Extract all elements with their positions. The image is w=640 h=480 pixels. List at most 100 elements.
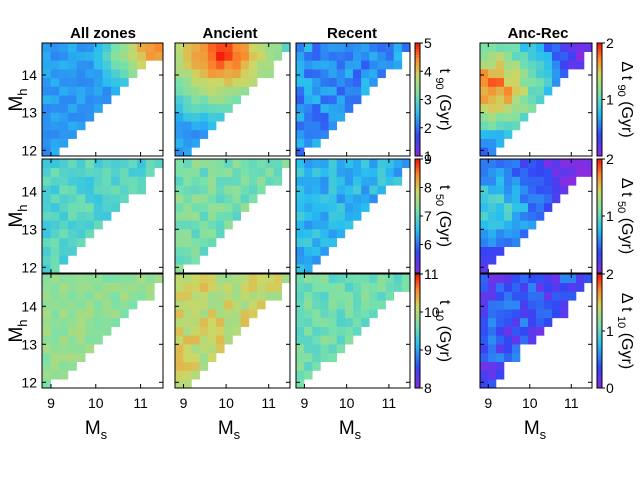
heatmap-cell <box>93 77 103 87</box>
heatmap-cell <box>328 194 338 204</box>
colorbar-segment <box>597 305 602 309</box>
heatmap-cell <box>191 51 200 61</box>
heatmap-cell <box>183 291 192 301</box>
heatmap-cell <box>232 43 242 52</box>
heatmap-cell <box>207 220 217 230</box>
y-tick-label: 14 <box>21 183 37 199</box>
heatmap-cell <box>528 202 537 212</box>
colorbar-segment <box>415 370 420 375</box>
heatmap-cell <box>336 103 346 113</box>
heatmap-cell <box>67 86 77 96</box>
heatmap-cell <box>240 176 250 186</box>
colorbar-segment <box>597 322 602 326</box>
heatmap-cell <box>175 246 184 256</box>
heatmap-cell <box>102 282 112 292</box>
colorbar-segment <box>597 373 602 377</box>
heatmap-cell <box>265 274 274 284</box>
heatmap-cell <box>353 159 362 169</box>
heatmap-cell <box>67 282 77 292</box>
heatmap-cell <box>175 300 184 310</box>
heatmap-cell <box>528 274 537 284</box>
heatmap-cell <box>536 194 545 204</box>
colorbar-segment <box>597 264 602 268</box>
heatmap-cell <box>512 103 521 113</box>
colorbar-segment <box>597 382 602 386</box>
heatmap-cell <box>207 194 217 204</box>
heatmap-cell <box>281 274 291 284</box>
heatmap-cell <box>528 159 537 169</box>
heatmap-cell <box>248 60 258 70</box>
heatmap-cell <box>183 274 192 284</box>
colorbar-segment <box>597 331 602 335</box>
heatmap-cell <box>216 220 225 230</box>
heatmap-cell <box>273 167 283 177</box>
colorbar-segment <box>415 110 420 115</box>
heatmap-cell <box>552 60 561 70</box>
colorbar-segment <box>415 302 420 306</box>
heatmap-cell <box>207 167 217 177</box>
heatmap-cell <box>336 176 346 186</box>
heatmap-cell <box>59 167 69 177</box>
heatmap-cell <box>304 211 313 221</box>
colorbar-segment <box>415 331 420 335</box>
heatmap-cell <box>328 202 338 212</box>
heatmap-cell <box>50 211 60 221</box>
colorbar-segment <box>415 198 420 203</box>
colorbar-segment <box>597 164 602 168</box>
colorbar-segment <box>597 258 602 262</box>
heatmap-cell <box>191 185 200 195</box>
heatmap-cell <box>304 129 313 139</box>
colorbar-segment <box>415 71 420 75</box>
heatmap-cell <box>224 274 233 284</box>
heatmap-cell <box>344 51 354 61</box>
heatmap-cell <box>304 194 313 204</box>
heatmap-cell <box>320 300 329 310</box>
heatmap-cell <box>544 185 553 195</box>
heatmap-cell <box>67 51 77 61</box>
heatmap-cell <box>175 370 184 380</box>
colorbar-segment <box>597 221 602 225</box>
heatmap-cell <box>128 43 138 52</box>
heatmap-cell <box>560 159 569 169</box>
heatmap-cell <box>183 282 192 292</box>
heatmap-cell <box>240 317 250 327</box>
heatmap-cell <box>216 317 225 327</box>
colorbar-segment <box>415 311 420 315</box>
heatmap-cell <box>175 112 184 122</box>
heatmap-cell <box>145 51 155 61</box>
heatmap-cell <box>504 95 513 105</box>
heatmap-cell <box>496 291 505 301</box>
heatmap-cell <box>480 176 489 186</box>
heatmap-cell <box>59 229 69 239</box>
heatmap-cell <box>50 370 60 380</box>
colorbar-segment <box>415 196 420 200</box>
heatmap-cell <box>42 326 51 336</box>
heatmap-cell <box>191 344 200 354</box>
heatmap-cell <box>50 159 60 169</box>
colorbar-segment <box>415 258 420 262</box>
heatmap-cell <box>377 43 386 52</box>
heatmap-cell <box>248 167 258 177</box>
colorbar-segment <box>415 122 420 126</box>
heatmap-cell <box>496 159 505 169</box>
heatmap-cell <box>504 220 513 230</box>
heatmap-cell <box>512 112 521 122</box>
heatmap-cell <box>50 176 60 186</box>
heatmap-cell <box>119 300 129 310</box>
heatmap-cell <box>207 121 217 131</box>
heatmap-cell <box>199 317 209 327</box>
heatmap-cell <box>248 185 258 195</box>
heatmap-cell <box>42 255 51 265</box>
colorbar-segment <box>597 176 602 180</box>
heatmap-cell <box>175 60 184 70</box>
heatmap-cell <box>304 274 313 284</box>
heatmap-cell <box>207 335 217 345</box>
heatmap-cell <box>76 211 86 221</box>
heatmap-cell <box>560 176 569 186</box>
colorbar-segment <box>415 153 420 157</box>
heatmap-cell <box>520 309 529 319</box>
heatmap-cell <box>353 317 362 327</box>
heatmap-cell <box>312 246 321 256</box>
heatmap-cell <box>488 379 497 389</box>
heatmap-cell <box>528 86 537 96</box>
